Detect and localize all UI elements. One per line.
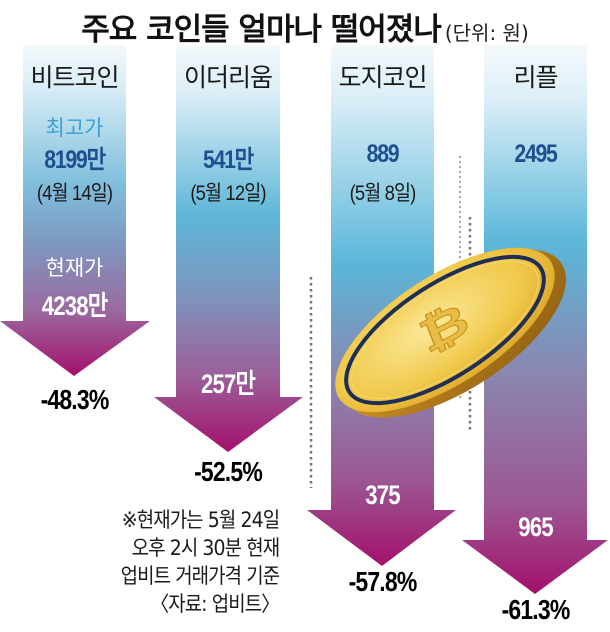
high-price-ripple: 2495 xyxy=(514,140,557,168)
footnote: ※현재가는 5월 24일 오후 2시 30분 현재 업비트 거래가격 기준 〈자… xyxy=(103,506,280,618)
current-price-label: 현재가 xyxy=(45,256,104,280)
title-main: 주요 코인들 얼마나 떨어졌나 xyxy=(81,12,442,48)
high-price-ethereum: 541만 xyxy=(203,146,254,174)
current-price-ripple: 965 xyxy=(518,512,553,542)
arrow-ethereum xyxy=(154,45,303,452)
coin-name-ripple: 리플 xyxy=(513,63,558,92)
coin-name-bitcoin: 비트코인 xyxy=(30,63,119,92)
footnote-line-1: ※현재가는 5월 24일 xyxy=(121,508,280,532)
footnote-line-2: 오후 2시 30분 현재 xyxy=(131,536,280,560)
change-pct-dogecoin: -57.8% xyxy=(348,566,418,597)
high-date-ethereum: (5월 12일) xyxy=(190,182,266,205)
arrow-bitcoin xyxy=(0,45,150,376)
high-date-dogecoin: (5월 8일) xyxy=(349,182,417,205)
coin-name-ethereum: 이더리움 xyxy=(183,63,273,92)
high-price-dogecoin: 889 xyxy=(366,140,400,168)
footnote-line-3: 업비트 거래가격 기준 xyxy=(120,564,280,588)
high-date-bitcoin: (4월 14일) xyxy=(36,182,113,205)
source-credit: 〈자료: 업비트〉 xyxy=(149,592,280,616)
current-price-ethereum: 257만 xyxy=(200,369,256,399)
title-unit: (단위: 원) xyxy=(444,21,529,45)
current-price-bitcoin: 4238만 xyxy=(41,291,108,321)
high-price-label: 최고가 xyxy=(45,116,104,140)
high-price-bitcoin: 8199만 xyxy=(44,146,106,174)
change-pct-ethereum: -52.5% xyxy=(194,456,263,487)
change-pct-ripple: -61.3% xyxy=(501,594,571,625)
chart-title: 주요 코인들 얼마나 떨어졌나 (단위: 원) xyxy=(0,4,610,49)
current-price-dogecoin: 375 xyxy=(365,480,400,510)
coin-name-dogecoin: 도지코인 xyxy=(338,63,427,92)
arrow-dogecoin xyxy=(307,45,456,566)
bitcoin-coin-illustration: ₿ xyxy=(335,247,566,418)
change-pct-bitcoin: -48.3% xyxy=(40,384,110,415)
